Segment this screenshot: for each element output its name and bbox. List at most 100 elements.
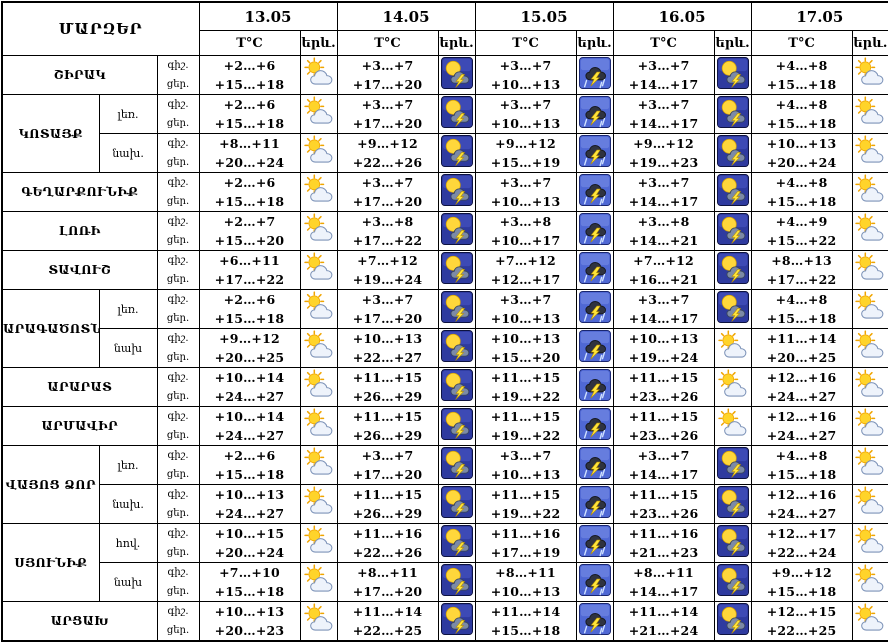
weather-icon-cell — [851, 250, 888, 290]
day-label: ցեր. — [166, 196, 190, 207]
day-temperature: +15…+18 — [490, 623, 561, 638]
time-of-day-labels: գիշ. ցեր. — [156, 445, 200, 485]
weather-icon-cell — [713, 55, 752, 95]
date-header: 15.05 — [474, 1, 614, 31]
day-temperature: +14…+17 — [628, 77, 699, 92]
weather-icon-cell — [575, 406, 614, 446]
night-temperature: +4…+9 — [775, 214, 828, 229]
date-header: 17.05 — [750, 1, 888, 31]
weather-icon-cell — [299, 328, 338, 368]
weather-icon-cell — [713, 484, 752, 524]
day-temperature: +15…+18 — [214, 77, 285, 92]
icon-column-header: երև. — [575, 30, 614, 56]
partly-cloudy-icon — [854, 174, 886, 206]
night-temperature: +3…+7 — [637, 97, 690, 112]
weather-icon-cell — [299, 601, 338, 642]
weather-icon-cell — [713, 406, 752, 446]
temperature-cell: +3…+7 +10…+13 — [474, 172, 577, 212]
region-name: ԱՐՑԱԽ — [1, 601, 158, 642]
day-temperature: +20…+25 — [214, 350, 285, 365]
weather-icon-cell — [437, 523, 476, 563]
day-temperature: +19…+23 — [628, 155, 699, 170]
partly-cloudy-icon — [854, 135, 886, 167]
day-temperature: +20…+24 — [214, 155, 285, 170]
temperature-cell: +7…+10 +15…+18 — [198, 562, 301, 602]
temp-column-header: T°C — [336, 30, 439, 56]
night-temperature: +11…+15 — [352, 370, 423, 385]
partly-cloudy-icon — [303, 330, 335, 362]
night-label: գիշ. — [167, 450, 189, 461]
temperature-cell: +3…+7 +14…+17 — [612, 289, 715, 329]
region-name: ՎԱՅՈՑ ՁՈՐ — [1, 445, 100, 524]
temperature-cell: +9…+12 +15…+18 — [750, 562, 853, 602]
weather-icon-cell — [575, 250, 614, 290]
temperature-cell: +3…+8 +17…+22 — [336, 211, 439, 251]
night-thunderstorm-icon — [440, 408, 473, 440]
region-name: ԼՈՌԻ — [1, 211, 158, 251]
temperature-cell: +3…+7 +17…+20 — [336, 289, 439, 329]
thunderstorm-icon — [578, 252, 611, 284]
thunderstorm-icon — [578, 486, 611, 518]
night-label: գիշ. — [167, 60, 189, 71]
day-temperature: +15…+18 — [766, 194, 837, 209]
temperature-cell: +11…+15 +23…+26 — [612, 367, 715, 407]
temperature-cell: +10…+13 +20…+24 — [750, 133, 853, 173]
region-name: ՏԱՎՈՒՇ — [1, 250, 158, 290]
day-label: ցեր. — [166, 508, 190, 519]
temperature-cell: +3…+7 +17…+20 — [336, 172, 439, 212]
night-label: գիշ. — [167, 489, 189, 500]
partly-cloudy-icon — [854, 252, 886, 284]
temperature-cell: +8…+11 +17…+20 — [336, 562, 439, 602]
weather-icon-cell — [437, 289, 476, 329]
icon-column-header: երև. — [299, 30, 338, 56]
date-header: 13.05 — [198, 1, 338, 31]
night-thunderstorm-icon — [440, 96, 473, 128]
partly-cloudy-icon — [717, 330, 749, 362]
night-label: գիշ. — [167, 411, 189, 422]
temperature-cell: +10…+13 +15…+20 — [474, 328, 577, 368]
night-temperature: +11…+14 — [766, 331, 837, 346]
date-header: 16.05 — [612, 1, 752, 31]
temperature-cell: +11…+15 +19…+22 — [474, 484, 577, 524]
day-temperature: +14…+17 — [628, 467, 699, 482]
region-name: ԱՐՄԱՎԻՐ — [1, 406, 158, 446]
temperature-cell: +11…+14 +20…+25 — [750, 328, 853, 368]
temperature-cell: +2…+6 +15…+18 — [198, 445, 301, 485]
temperature-cell: +10…+14 +24…+27 — [198, 406, 301, 446]
temp-column-header: T°C — [750, 30, 853, 56]
table-row: ԱՐՄԱՎԻՐ գիշ. ցեր. +10…+14 +24…+27 +11…+15 +26… — [1, 406, 888, 446]
night-temperature: +10…+13 — [628, 331, 699, 346]
night-thunderstorm-icon — [440, 135, 473, 167]
temperature-cell: +11…+15 +23…+26 — [612, 406, 715, 446]
weather-icon-cell — [299, 289, 338, 329]
weather-icon-cell — [713, 328, 752, 368]
night-temperature: +9…+12 — [495, 136, 556, 151]
day-temperature: +20…+24 — [214, 545, 285, 560]
temperature-cell: +7…+12 +16…+21 — [612, 250, 715, 290]
time-of-day-labels: գիշ. ցեր. — [156, 289, 200, 329]
day-temperature: +15…+18 — [766, 116, 837, 131]
weather-icon-cell — [851, 406, 888, 446]
thunderstorm-icon — [578, 369, 611, 401]
weather-icon-cell — [437, 484, 476, 524]
zone-label: լեռ. — [98, 289, 158, 329]
night-thunderstorm-icon — [716, 447, 749, 479]
day-temperature: +16…+21 — [628, 272, 699, 287]
day-label: ցեր. — [166, 547, 190, 558]
zone-label: հով. — [98, 523, 158, 563]
weather-icon-cell — [437, 406, 476, 446]
night-temperature: +6…+11 — [219, 253, 280, 268]
thunderstorm-icon — [578, 330, 611, 362]
day-temperature: +20…+25 — [766, 350, 837, 365]
day-label: ցեր. — [166, 586, 190, 597]
temperature-cell: +9…+12 +15…+19 — [474, 133, 577, 173]
weather-icon-cell — [851, 367, 888, 407]
night-temperature: +8…+11 — [219, 136, 280, 151]
night-temperature: +10…+13 — [214, 604, 285, 619]
day-label: ցեր. — [166, 79, 190, 90]
day-temperature: +20…+23 — [214, 623, 285, 638]
day-temperature: +17…+20 — [352, 116, 423, 131]
weather-icon-cell — [575, 562, 614, 602]
thunderstorm-icon — [578, 57, 611, 89]
thunderstorm-icon — [578, 291, 611, 323]
